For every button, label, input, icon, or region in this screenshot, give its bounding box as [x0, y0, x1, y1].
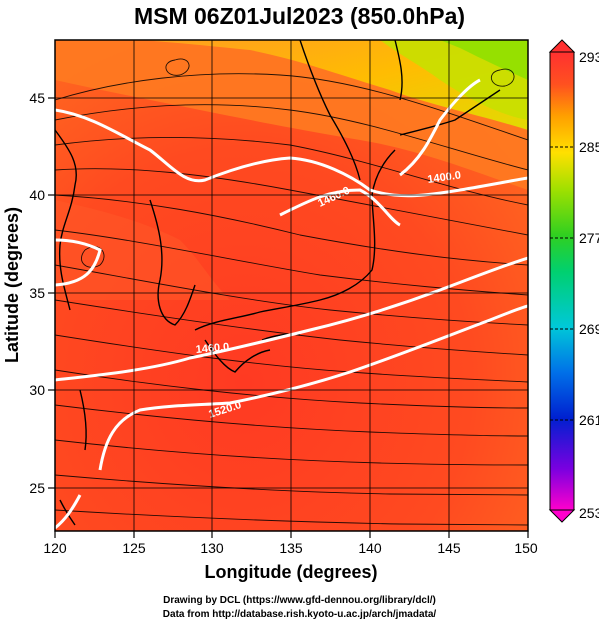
colorbar-bottom-arrow: [548, 509, 576, 523]
y-tick-label: 35: [29, 285, 45, 301]
x-tick-label: 120: [43, 540, 67, 556]
y-axis-title: Latitude (degrees): [2, 207, 22, 363]
contour-label: 1400.0: [427, 169, 462, 186]
y-tick-label: 45: [29, 90, 45, 106]
map-title: MSM 06Z01Jul2023 (850.0hPa): [133, 3, 466, 29]
x-tick-label: 130: [200, 540, 224, 556]
colorbar-tick-label: 261: [579, 412, 599, 428]
y-tick-label: 40: [29, 187, 45, 203]
colorbar-scale: [549, 51, 575, 511]
footer-credit-drawing: Drawing by DCL (https://www.gfd-dennou.o…: [163, 595, 436, 606]
coastlines: [55, 40, 501, 526]
x-axis-title: Longitude (degrees): [204, 562, 377, 582]
x-tick-label: 140: [358, 540, 382, 556]
geopotential-contours: [55, 78, 528, 530]
x-tick-label: 145: [437, 540, 461, 556]
colorbar: 293 285 277 269 261 253: [548, 39, 599, 523]
y-tick-label: 30: [29, 382, 45, 398]
colorbar-tick-label: 253: [579, 505, 599, 521]
x-tick-label: 150: [514, 540, 538, 556]
colorbar-tick-label: 293: [579, 49, 599, 65]
footer-credit-data: Data from http://database.rish.kyoto-u.a…: [162, 609, 437, 620]
x-tick-label: 135: [279, 540, 303, 556]
axis-ticks: [48, 97, 529, 538]
colorbar-tick-label: 277: [579, 230, 599, 246]
lat-lon-grid: [55, 40, 528, 531]
colorbar-tick-label: 285: [579, 139, 599, 155]
contour-label: 1460.0: [195, 341, 230, 356]
colorbar-top-arrow: [548, 39, 576, 53]
colorbar-tick-label: 269: [579, 321, 599, 337]
x-tick-label: 125: [122, 540, 146, 556]
temperature-field: [55, 40, 528, 531]
y-tick-label: 25: [29, 480, 45, 496]
